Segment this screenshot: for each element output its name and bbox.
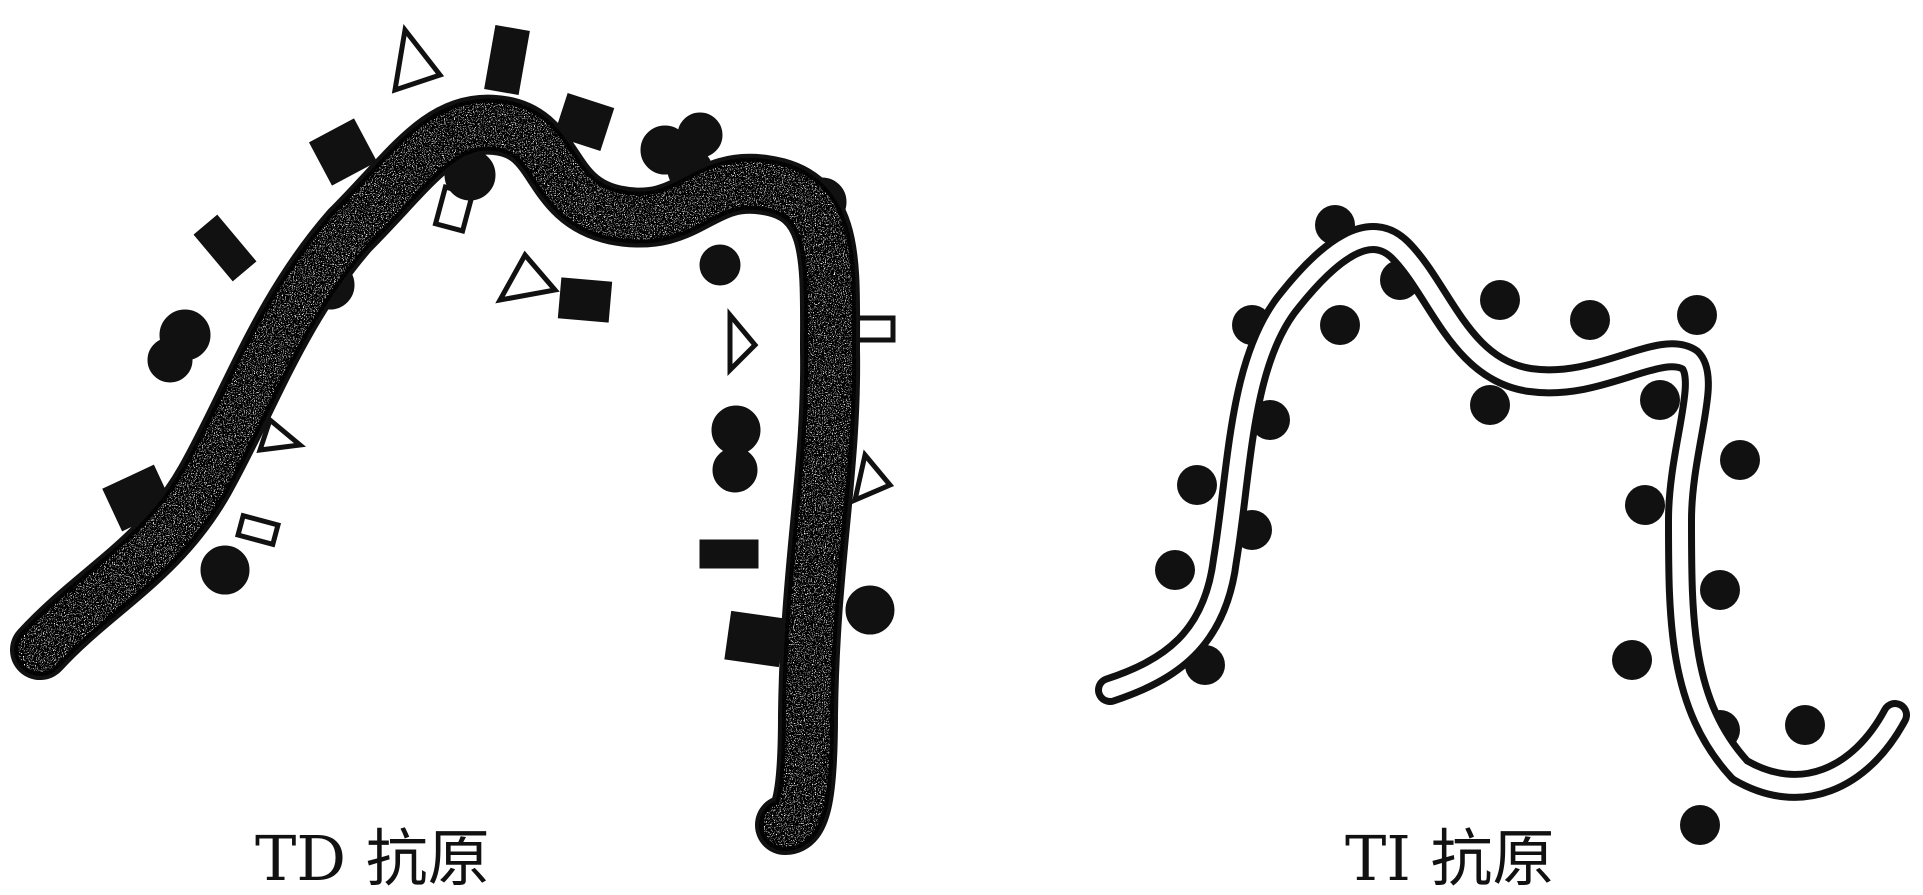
ti-antigen [1095, 205, 1910, 845]
td-antigen-caption: TD 抗原 [255, 822, 490, 895]
td-antigen [10, 23, 896, 855]
ti-antigen-body-fill [1102, 230, 1903, 794]
ti-antigen-determinants [1155, 205, 1825, 845]
td-antigen-body-speckle [14, 98, 857, 851]
ti-antigen-caption: TI 抗原 [1345, 822, 1555, 895]
